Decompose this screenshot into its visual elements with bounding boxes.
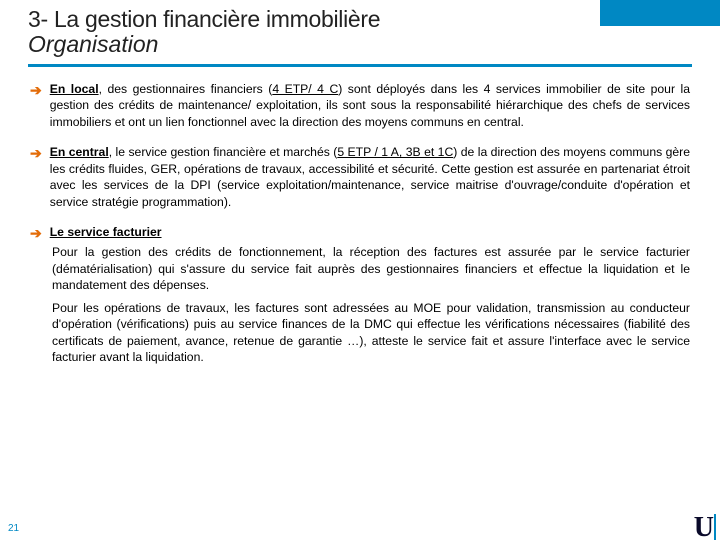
logo-glyph: U xyxy=(694,515,714,540)
title-line-1: 3- La gestion financière immobilière xyxy=(28,6,692,33)
title-line-2: Organisation xyxy=(28,31,692,58)
bullet-3-p1-bold: des crédits de fonctionnement xyxy=(148,245,322,259)
bullet-3-lead: Le service facturier xyxy=(50,225,162,239)
bullet-1-lead: En local xyxy=(50,82,99,96)
arrow-icon: ➔ xyxy=(30,145,42,210)
bullet-2: ➔ En central, le service gestion financi… xyxy=(30,144,690,210)
page-number: 21 xyxy=(8,523,19,534)
bullet-2-text: En central, le service gestion financièr… xyxy=(50,144,690,210)
bullet-2-lead: En central xyxy=(50,145,109,159)
bullet-2-inner: 5 ETP / 1 A, 3B et 1C xyxy=(337,145,453,159)
bullet-3-p2-bold: les opérations de travaux xyxy=(83,301,225,315)
bullet-3-lead-line: Le service facturier xyxy=(50,224,162,242)
bullet-3-para-1: Pour la gestion des crédits de fonctionn… xyxy=(52,244,690,293)
bullet-1-inner: 4 ETP/ 4 C xyxy=(272,82,338,96)
slide-content: ➔ En local, des gestionnaires financiers… xyxy=(0,67,720,366)
bullet-3: ➔ Le service facturier xyxy=(30,224,690,242)
header-accent-bar xyxy=(600,0,720,26)
arrow-icon: ➔ xyxy=(30,225,42,242)
bullet-3-para-2: Pour les opérations de travaux, les fact… xyxy=(52,300,690,366)
bullet-1: ➔ En local, des gestionnaires financiers… xyxy=(30,81,690,130)
logo-accent-line xyxy=(714,514,716,540)
arrow-icon: ➔ xyxy=(30,82,42,130)
slide-header: 3- La gestion financière immobilière Org… xyxy=(0,0,720,62)
bullet-1-text: En local, des gestionnaires financiers (… xyxy=(50,81,690,130)
